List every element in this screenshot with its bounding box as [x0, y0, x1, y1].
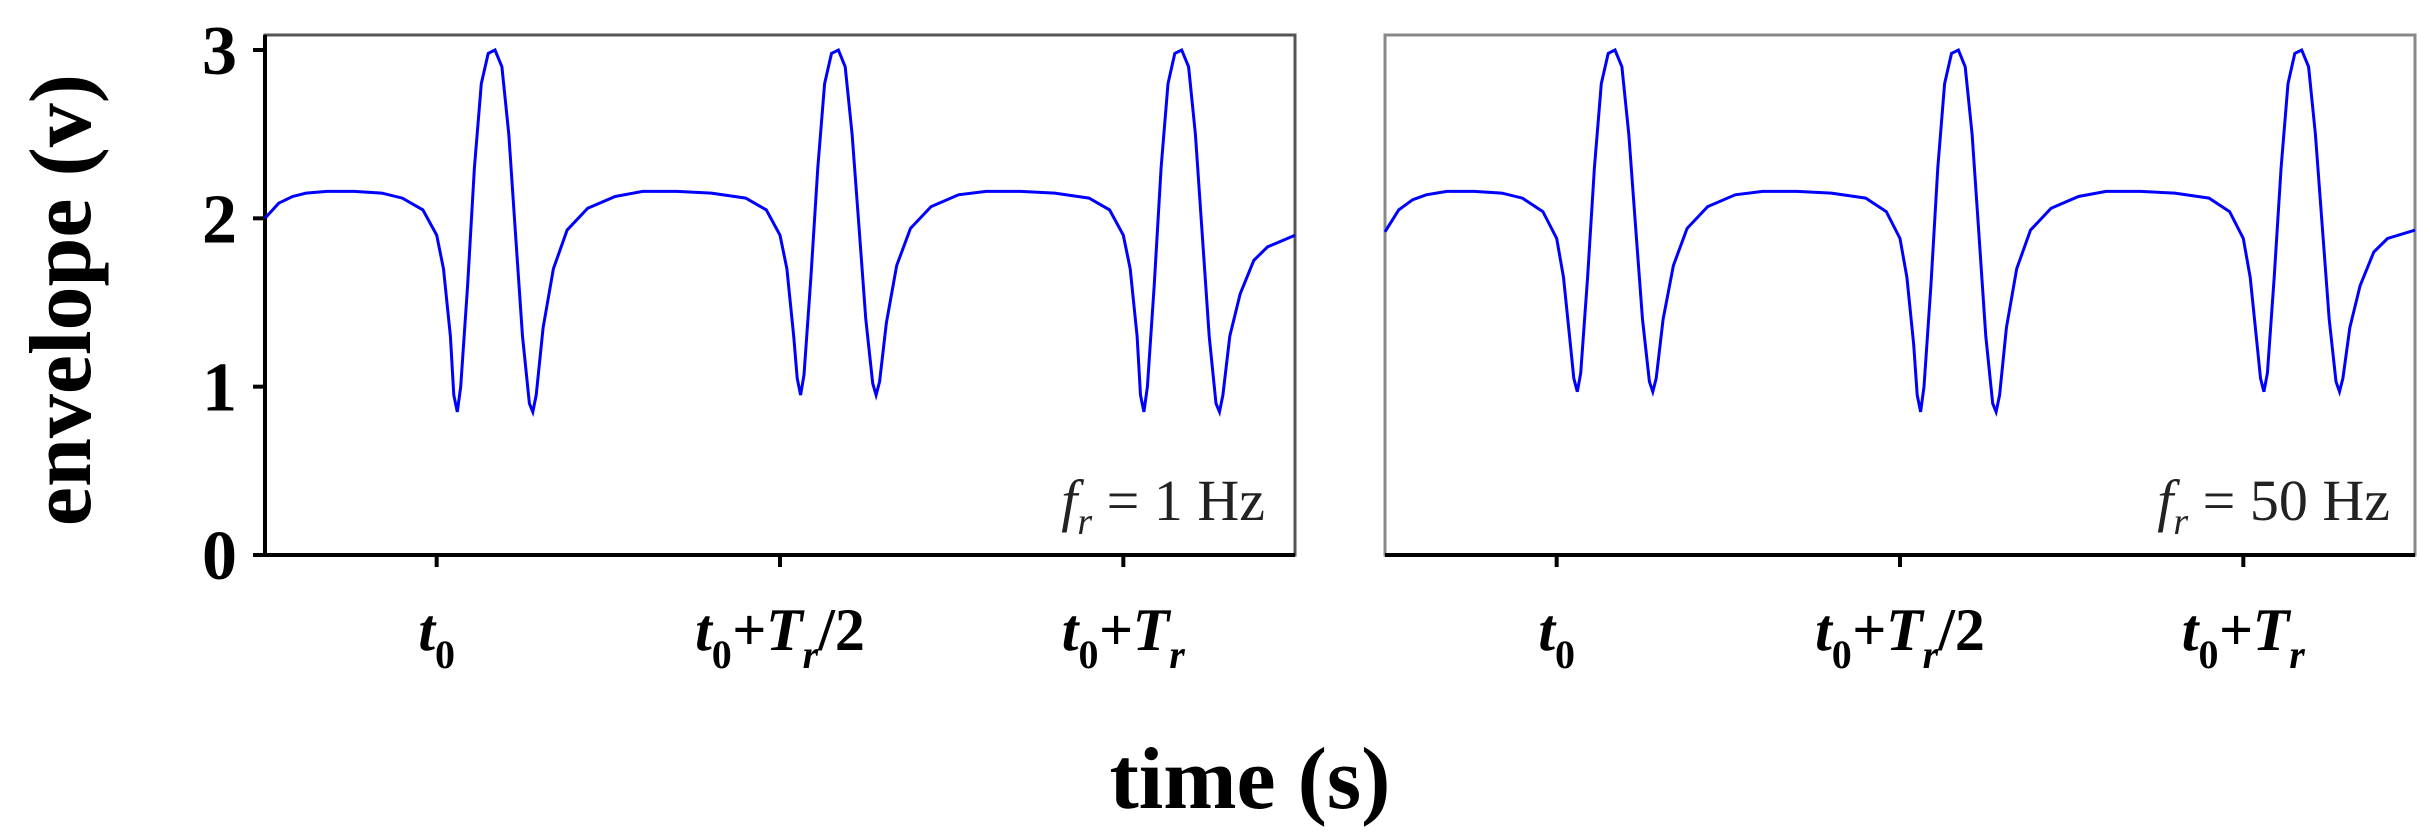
left-annotation: fr = 1 Hz [1061, 468, 1265, 543]
x-tick-label: t0 [418, 597, 455, 677]
left-envelope-series [263, 47, 1296, 418]
x-tick-label: t0+Tr/2 [695, 597, 865, 677]
right-panel: t0 t0+Tr/2 t0+Tr fr = 50 Hz [1383, 33, 2417, 677]
y-tick-label: 3 [202, 13, 237, 90]
left-panel: 0 1 2 3 t0 t0+Tr/2 t0+Tr fr = 1 Hz [202, 13, 1297, 677]
y-tick-label: 2 [202, 181, 237, 258]
y-tick-label: 0 [202, 518, 237, 595]
right-plot-frame [1383, 33, 2417, 557]
right-envelope-series [1383, 47, 2416, 418]
x-tick-label: t0+Tr/2 [1815, 597, 1985, 677]
x-tick-label: t0 [1538, 597, 1575, 677]
x-axis-title: time (s) [1110, 731, 1391, 828]
left-plot-frame [263, 33, 1297, 557]
y-axis-title: envelope (v) [13, 74, 110, 526]
y-tick-label: 1 [202, 350, 237, 427]
right-annotation: fr = 50 Hz [2157, 468, 2390, 543]
x-tick-label: t0+Tr [1062, 597, 1186, 677]
x-tick-label: t0+Tr [2182, 597, 2306, 677]
